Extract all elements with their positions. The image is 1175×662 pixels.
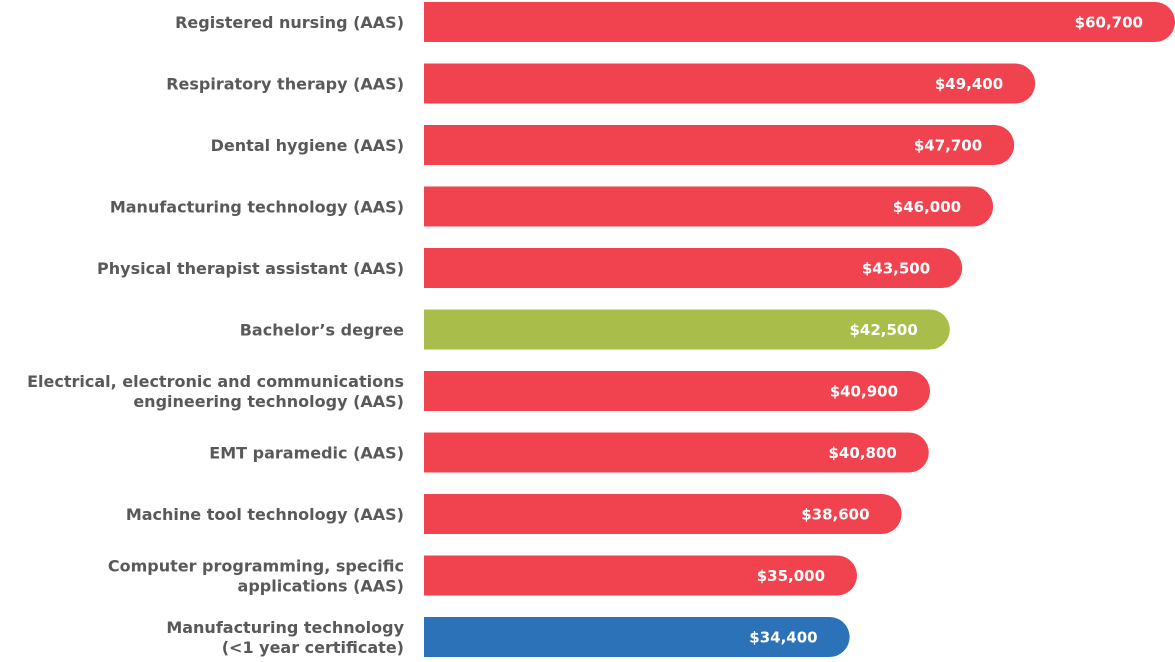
bar	[424, 125, 1015, 165]
value-label: $42,500	[849, 321, 917, 339]
category-label: Manufacturing technology (AAS)	[110, 197, 404, 216]
bar	[424, 555, 858, 596]
bar	[424, 494, 902, 534]
category-label: Dental hygiene (AAS)	[211, 136, 404, 155]
value-label: $35,000	[757, 567, 825, 585]
value-label: $47,700	[914, 137, 982, 155]
category-label: Registered nursing (AAS)	[175, 13, 404, 32]
bar	[424, 432, 929, 473]
category-label: Physical therapist assistant (AAS)	[97, 259, 404, 278]
bar	[424, 617, 850, 657]
category-label: Computer programming, specific applicatio…	[108, 556, 404, 595]
bar	[424, 63, 1036, 104]
bar	[424, 2, 1175, 42]
category-label: Bachelor’s degree	[240, 320, 404, 339]
value-label: $60,700	[1075, 14, 1143, 32]
bar	[424, 186, 994, 227]
value-label: $46,000	[893, 198, 961, 216]
value-label: $34,400	[749, 629, 817, 647]
bar	[424, 371, 931, 411]
category-label: Manufacturing technology (<1 year certifi…	[166, 618, 404, 657]
value-label: $40,800	[828, 444, 896, 462]
value-label: $49,400	[935, 75, 1003, 93]
value-label: $40,900	[830, 383, 898, 401]
category-label: EMT paramedic (AAS)	[209, 443, 404, 462]
bar	[424, 309, 950, 350]
value-label: $43,500	[862, 260, 930, 278]
category-label: Respiratory therapy (AAS)	[166, 74, 404, 93]
bar	[424, 248, 963, 288]
category-label: Machine tool technology (AAS)	[126, 505, 404, 524]
value-label: $38,600	[801, 506, 869, 524]
category-label: Electrical, electronic and communication…	[27, 372, 404, 411]
